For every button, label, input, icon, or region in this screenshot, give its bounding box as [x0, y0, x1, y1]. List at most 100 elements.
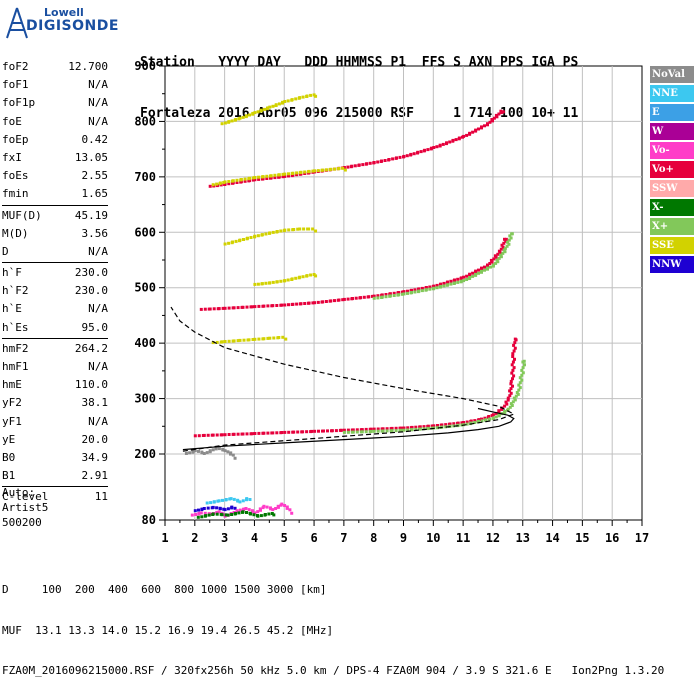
x-tick-label: 5 [281, 531, 288, 545]
echo-point [234, 512, 238, 515]
echo-point [305, 274, 309, 278]
echo-point [392, 294, 396, 297]
echo-point [287, 174, 290, 178]
x-tick-label: 14 [545, 531, 559, 545]
param-key: yF2 [2, 396, 22, 410]
echo-point [497, 256, 501, 260]
param-value: 110.0 [74, 378, 108, 392]
echo-point [423, 148, 427, 152]
echo-point [204, 514, 208, 518]
echo-point [484, 418, 488, 422]
echo-point [457, 136, 461, 140]
echo-point [298, 96, 302, 100]
echo-point [307, 301, 311, 305]
echo-point [499, 109, 503, 113]
param-value: N/A [88, 302, 108, 316]
echo-point [264, 281, 268, 285]
echo-point [507, 242, 511, 246]
y-tick-label: 800 [134, 114, 156, 128]
echo-point [299, 170, 303, 174]
echo-point [397, 291, 401, 294]
echo-point [361, 163, 365, 167]
param-row: C-level 11 [2, 488, 108, 506]
echo-point [317, 429, 320, 433]
legend-item: X+ [650, 218, 694, 235]
echo-point [501, 110, 505, 114]
echo-point [268, 336, 272, 340]
echo-point [380, 293, 384, 297]
echo-point [271, 508, 275, 512]
echo-point [253, 305, 257, 309]
echo-point [453, 278, 456, 282]
echo-point [503, 409, 507, 413]
echo-point [428, 287, 432, 291]
echo-point [469, 419, 473, 423]
echo-point [287, 228, 291, 232]
echo-point [262, 431, 266, 435]
x-tick-label: 2 [191, 531, 198, 545]
x-tick-label: 1 [161, 531, 168, 545]
param-value: 230.0 [74, 284, 108, 298]
echo-point [402, 290, 406, 294]
param-row: foF1 N/A [2, 76, 108, 94]
echo-point [426, 426, 430, 430]
param-row: fmin 1.65 [2, 185, 108, 203]
echo-point [212, 500, 216, 504]
echo-point [281, 175, 285, 179]
echo-point [246, 236, 249, 240]
echo-point [200, 507, 204, 511]
legend-item: NNW [650, 256, 694, 273]
echo-point [430, 424, 434, 428]
echo-point [418, 427, 422, 431]
echo-point [406, 289, 409, 293]
param-row: foEp 0.42 [2, 131, 108, 149]
param-value: N/A [88, 360, 108, 373]
legend-item: NoVal [650, 66, 694, 83]
echo-point [249, 512, 252, 516]
echo-point [294, 276, 298, 280]
echo-point [200, 515, 204, 519]
echo-point [250, 432, 254, 436]
echo-point [281, 335, 285, 339]
echo-point [497, 249, 501, 253]
legend-item: X- [650, 199, 694, 216]
param-key: foE [2, 114, 22, 128]
echo-point [230, 513, 234, 516]
echo-point [500, 243, 504, 247]
echo-point [311, 169, 315, 173]
echo-point [509, 236, 513, 240]
echo-point [245, 432, 249, 436]
echo-point [245, 497, 249, 501]
legend-item: E [650, 104, 694, 121]
echo-point [480, 417, 483, 421]
echo-point [223, 340, 227, 343]
echo-point [236, 339, 240, 343]
echo-point [271, 431, 275, 435]
echo-point [203, 307, 207, 311]
echo-point [503, 237, 506, 241]
echo-point [384, 293, 388, 296]
echo-point [474, 269, 478, 273]
echo-point [212, 307, 216, 311]
echo-point [226, 507, 230, 511]
echo-point [380, 295, 384, 299]
echo-point [435, 286, 439, 290]
echo-point [215, 512, 219, 516]
echo-point [296, 227, 300, 231]
echo-point [508, 405, 512, 409]
echo-point [508, 394, 512, 398]
echo-point [380, 159, 384, 163]
echo-point [316, 169, 320, 173]
y-tick-label: 900 [134, 59, 156, 73]
echo-point [275, 230, 279, 233]
echo-point [273, 173, 277, 177]
echo-point [499, 255, 503, 259]
echo-point [236, 499, 240, 503]
echo-point [286, 278, 290, 282]
echo-point [193, 434, 197, 438]
echo-point [508, 389, 512, 393]
echo-point [220, 433, 224, 437]
echo-point [232, 432, 236, 436]
echo-point [452, 422, 456, 426]
echo-point [451, 138, 455, 142]
